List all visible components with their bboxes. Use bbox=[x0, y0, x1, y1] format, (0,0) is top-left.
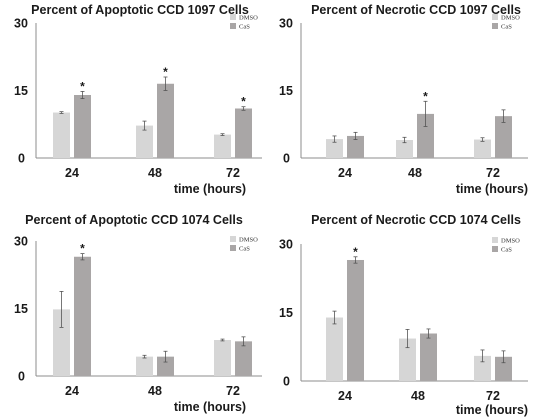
x-tick-label: 48 bbox=[148, 166, 162, 180]
y-tick-label: 30 bbox=[14, 235, 28, 249]
significance-star: * bbox=[423, 89, 428, 103]
bar-cas-72 bbox=[235, 108, 252, 158]
legend-label: DMSO bbox=[239, 15, 258, 22]
bar-dmso-72 bbox=[474, 355, 491, 381]
significance-star: * bbox=[163, 65, 168, 79]
bar-dmso-72 bbox=[214, 134, 231, 158]
y-tick-label: 30 bbox=[14, 17, 28, 31]
y-tick-label: 15 bbox=[279, 306, 293, 320]
y-tick-label: 0 bbox=[283, 375, 290, 389]
bar-cas-24 bbox=[347, 135, 364, 158]
x-axis-label: time (hours) bbox=[174, 400, 246, 414]
bar-dmso-24 bbox=[53, 309, 70, 376]
legend-swatch-dmso bbox=[230, 236, 236, 242]
x-tick-label: 24 bbox=[65, 166, 79, 180]
chart-panel-2: Percent of Necrotic CCD 1097 Cells 0 15 30 2… bbox=[279, 3, 528, 196]
legend-swatch-cas bbox=[492, 246, 498, 252]
y-tick-label: 30 bbox=[279, 17, 293, 31]
x-tick-label: 72 bbox=[226, 166, 240, 180]
x-axis-label: time (hours) bbox=[456, 182, 528, 196]
legend-label: CaS bbox=[239, 246, 250, 253]
legend-swatch-dmso bbox=[230, 14, 236, 20]
x-tick-label: 48 bbox=[408, 166, 422, 180]
legend-swatch-cas bbox=[230, 23, 236, 29]
significance-star: * bbox=[80, 242, 85, 256]
y-tick-label: 0 bbox=[283, 152, 290, 166]
bar-cas-48 bbox=[157, 83, 174, 158]
bar-cas-72 bbox=[235, 341, 252, 376]
x-tick-label: 72 bbox=[226, 384, 240, 398]
y-tick-label: 0 bbox=[18, 152, 25, 166]
legend-label: CaS bbox=[239, 24, 250, 31]
y-tick-label: 15 bbox=[279, 84, 293, 98]
x-tick-label: 72 bbox=[486, 166, 500, 180]
significance-star: * bbox=[241, 95, 246, 109]
bar-dmso-24 bbox=[326, 139, 343, 158]
bar-cas-72 bbox=[495, 356, 512, 381]
bar-dmso-48 bbox=[396, 140, 413, 158]
x-tick-label: 72 bbox=[486, 389, 500, 403]
bar-dmso-24 bbox=[53, 112, 70, 158]
legend-swatch-cas bbox=[230, 245, 236, 251]
chart-panel-1: Percent of Apoptotic CCD 1097 Cells 0 15 30… bbox=[14, 3, 262, 196]
y-tick-label: 15 bbox=[14, 302, 28, 316]
chart-panel-3: Percent of Apoptotic CCD 1074 Cells 0 15 30… bbox=[14, 213, 262, 414]
bar-dmso-72 bbox=[214, 340, 231, 376]
bar-dmso-48 bbox=[136, 125, 153, 158]
legend-label: DMSO bbox=[501, 15, 520, 22]
chart-panel-4: Percent of Necrotic CCD 1074 Cells 0 15 30 2… bbox=[279, 213, 528, 417]
bar-cas-24 bbox=[74, 95, 91, 158]
x-axis-label: time (hours) bbox=[456, 403, 528, 417]
bar-cas-48 bbox=[417, 113, 434, 158]
x-axis-label: time (hours) bbox=[174, 182, 246, 196]
chart-title: Percent of Apoptotic CCD 1097 Cells bbox=[31, 3, 249, 17]
x-tick-label: 24 bbox=[338, 166, 352, 180]
significance-star: * bbox=[80, 79, 85, 93]
bar-cas-72 bbox=[495, 116, 512, 158]
bar-cas-48 bbox=[157, 356, 174, 376]
legend-swatch-dmso bbox=[492, 14, 498, 20]
bar-dmso-48 bbox=[136, 356, 153, 376]
legend-swatch-cas bbox=[492, 23, 498, 29]
x-tick-label: 48 bbox=[148, 384, 162, 398]
legend-swatch-dmso bbox=[492, 237, 498, 243]
bar-cas-48 bbox=[420, 333, 437, 381]
legend-label: CaS bbox=[501, 247, 512, 254]
chart-title: Percent of Necrotic CCD 1074 Cells bbox=[311, 213, 521, 227]
y-tick-label: 30 bbox=[279, 238, 293, 252]
y-tick-label: 0 bbox=[18, 370, 25, 384]
x-tick-label: 24 bbox=[65, 384, 79, 398]
chart-title: Percent of Apoptotic CCD 1074 Cells bbox=[25, 213, 243, 227]
x-tick-label: 24 bbox=[338, 389, 352, 403]
bar-cas-24 bbox=[347, 259, 364, 381]
legend-label: CaS bbox=[501, 24, 512, 31]
bar-dmso-24 bbox=[326, 317, 343, 381]
legend-label: DMSO bbox=[239, 237, 258, 244]
legend-label: DMSO bbox=[501, 238, 520, 245]
significance-star: * bbox=[353, 245, 358, 259]
bar-dmso-48 bbox=[399, 338, 416, 381]
bar-cas-24 bbox=[74, 256, 91, 376]
bar-dmso-72 bbox=[474, 139, 491, 158]
chart-title: Percent of Necrotic CCD 1097 Cells bbox=[311, 3, 521, 17]
y-tick-label: 15 bbox=[14, 84, 28, 98]
x-tick-label: 48 bbox=[411, 389, 425, 403]
